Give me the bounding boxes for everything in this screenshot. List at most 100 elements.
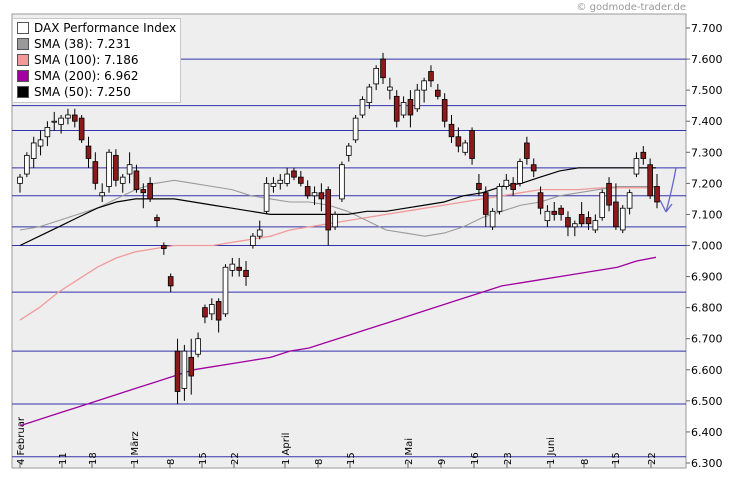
x-tick-label: 1 Juni: [546, 437, 557, 465]
sma38-line: [19, 179, 656, 237]
candle: [352, 115, 359, 143]
candle: [462, 139, 469, 156]
candle-body: [318, 192, 325, 200]
candle: [476, 174, 482, 196]
candle-body: [243, 269, 249, 277]
candle-body: [435, 89, 441, 97]
candle-body: [619, 207, 626, 231]
candle-body: [455, 136, 462, 147]
x-tick-label: 16: [470, 452, 481, 465]
legend-label: SMA (200): 6.962: [34, 69, 139, 83]
candle-body: [428, 71, 434, 82]
candle: [448, 115, 455, 143]
candle: [359, 96, 366, 119]
x-tick-label: 11: [58, 452, 69, 465]
y-tick-label: 6.400: [691, 426, 723, 439]
candle-body: [304, 186, 311, 197]
candle: [606, 177, 612, 212]
candle-body: [236, 266, 242, 271]
candle: [503, 174, 510, 190]
candle-body: [215, 301, 222, 321]
candle: [524, 136, 530, 165]
candle: [65, 108, 71, 125]
candle: [85, 136, 92, 168]
candle-body: [126, 164, 133, 175]
candle-body: [195, 338, 201, 355]
candle-body: [585, 217, 592, 225]
candle-body: [37, 139, 44, 147]
candle: [24, 152, 30, 178]
candle: [113, 149, 119, 187]
candle: [99, 183, 105, 202]
candle: [551, 202, 558, 221]
candle: [339, 161, 345, 202]
y-tick-label: 7.300: [691, 146, 723, 159]
candle-body: [202, 307, 208, 318]
candle-body: [106, 151, 112, 187]
candle-body: [366, 86, 373, 103]
x-tick-label: 2 Mai: [404, 438, 415, 465]
candle-body: [482, 192, 489, 215]
candle: [51, 111, 58, 131]
candle: [496, 183, 503, 215]
legend-item: SMA (200): 6.962: [17, 68, 176, 84]
candle-body: [359, 99, 366, 116]
x-tick-label: 8: [166, 459, 177, 465]
candle-body: [414, 89, 421, 110]
down-arrow-annotation: [659, 167, 677, 213]
candle: [578, 202, 585, 227]
candle-body: [393, 95, 400, 122]
candle: [482, 186, 489, 227]
candle-body: [633, 158, 640, 175]
candle: [215, 298, 222, 333]
candle-body: [174, 350, 181, 392]
candle-body: [530, 164, 537, 172]
candle: [619, 205, 626, 234]
candle-body: [448, 123, 455, 138]
y-tick-label: 6.600: [691, 364, 723, 377]
candle-body: [325, 189, 332, 231]
candle-body: [119, 176, 126, 184]
candle-body: [441, 99, 448, 122]
candle: [469, 127, 475, 165]
candle: [544, 205, 551, 227]
candle-body: [17, 176, 23, 184]
candle: [174, 338, 181, 404]
candle: [78, 115, 85, 143]
candle: [510, 177, 516, 196]
candle-body: [572, 223, 578, 228]
candle: [393, 90, 400, 128]
candle-body: [181, 350, 188, 389]
candlesticks: [17, 52, 660, 404]
candle-body: [613, 201, 619, 228]
y-tick-label: 7.600: [691, 53, 723, 66]
candle: [154, 214, 160, 227]
candle-body: [250, 235, 256, 246]
candle-body: [147, 182, 153, 200]
y-tick-label: 7.700: [691, 22, 723, 35]
candle-body: [558, 207, 564, 215]
x-tick-label: 1 März: [130, 431, 141, 465]
x-axis-labels: 4 Februar 11 18 1 März 8 15 22 1 April 8 15 2 Mai 9…: [16, 416, 658, 468]
candle-body: [510, 182, 516, 190]
candle-body: [263, 182, 270, 212]
watermark: © godmode-trader.de: [576, 2, 687, 13]
candle-body: [92, 161, 99, 184]
candle: [572, 220, 578, 237]
legend-label: SMA (50): 7.250: [34, 85, 131, 99]
candle: [277, 174, 284, 190]
candle: [585, 211, 592, 230]
candle: [202, 304, 208, 324]
candle: [44, 121, 51, 147]
y-tick-label: 7.000: [691, 240, 723, 253]
candle: [37, 130, 44, 156]
candle: [421, 77, 427, 103]
y-tick-label: 6.800: [691, 302, 723, 315]
legend-swatch-index: [17, 22, 29, 34]
candle-body: [654, 186, 660, 203]
candle: [647, 158, 653, 199]
x-tick-label: 4 Februar: [16, 416, 27, 465]
candle-body: [133, 170, 140, 190]
y-tick-label: 7.500: [691, 84, 723, 97]
